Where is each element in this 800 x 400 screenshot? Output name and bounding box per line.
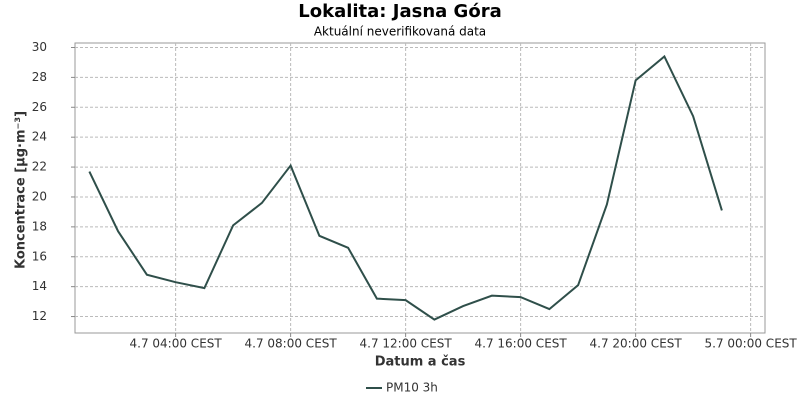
x-tick-label: 4.7 20:00 CEST: [590, 337, 683, 351]
x-tick-label: 4.7 12:00 CEST: [360, 337, 453, 351]
x-axis-label: Datum a čas: [375, 355, 466, 370]
data-line: [88, 54, 723, 321]
chart-subtitle: Aktuální neverifikovaná data: [314, 25, 486, 39]
y-tick-label: 14: [32, 279, 47, 293]
plot-area: [74, 42, 766, 334]
y-tick-label: 18: [32, 219, 47, 233]
y-tick-label: 26: [32, 100, 47, 114]
y-tick-label: 28: [32, 70, 47, 84]
chart-title: Lokalita: Jasna Góra: [298, 1, 501, 22]
y-tick-label: 24: [32, 130, 47, 144]
y-tick-label: 12: [32, 309, 47, 323]
y-axis-label: Koncentrace [µg·m⁻³]: [14, 111, 29, 269]
y-tick-label: 16: [32, 249, 47, 263]
x-tick-label: 5.7 00:00 CEST: [705, 337, 798, 351]
x-tick-label: 4.7 16:00 CEST: [475, 337, 568, 351]
x-tick-label: 4.7 04:00 CEST: [130, 337, 223, 351]
x-tick-label: 4.7 08:00 CEST: [245, 337, 338, 351]
y-tick-label: 22: [32, 160, 47, 174]
y-tick-label: 20: [32, 189, 47, 203]
y-tick-label: 30: [32, 40, 47, 54]
legend-label: PM10 3h: [386, 381, 438, 395]
